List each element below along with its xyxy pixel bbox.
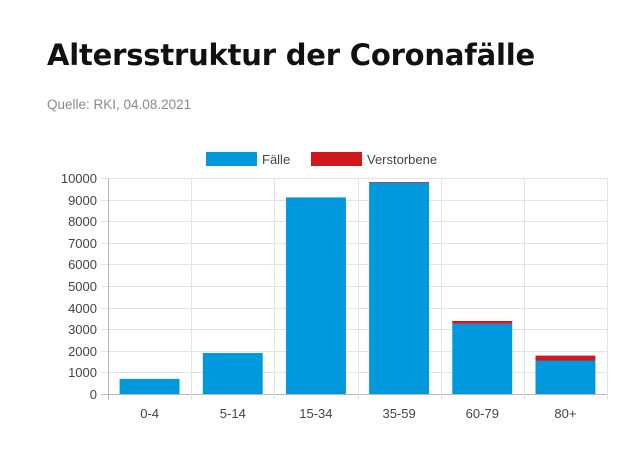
bar-verstorbene-80+[interactable] xyxy=(535,355,596,361)
grid-lines xyxy=(101,178,608,400)
bar-faelle-5-14[interactable] xyxy=(202,353,263,394)
y-tick-label: 8000 xyxy=(68,214,97,229)
chart-title: Altersstruktur der Coronafälle xyxy=(47,38,535,72)
bars xyxy=(119,182,596,395)
bar-faelle-35-59[interactable] xyxy=(369,182,429,394)
bar-faelle-0-4[interactable] xyxy=(119,378,180,394)
bar-verstorbene-60-79[interactable] xyxy=(452,321,513,324)
y-tick-label: 1000 xyxy=(68,365,97,380)
x-tick-label: 35-59 xyxy=(382,406,415,421)
y-tick-label: 5000 xyxy=(68,279,97,294)
y-tick-label: 4000 xyxy=(68,301,97,316)
x-tick-label: 5-14 xyxy=(220,406,246,421)
y-tick-label: 6000 xyxy=(68,257,97,272)
x-tick-label: 0-4 xyxy=(140,406,159,421)
x-tick-label: 80+ xyxy=(554,406,576,421)
y-tick-label: 9000 xyxy=(68,193,97,208)
bar-faelle-60-79[interactable] xyxy=(452,323,513,394)
legend-swatch-faelle[interactable] xyxy=(206,152,257,166)
axes: 0 1000 2000 3000 4000 5000 6000 7000 8000 9000 100… xyxy=(61,171,577,421)
bar-verstorbene-35-59[interactable] xyxy=(369,182,429,183)
bar-faelle-15-34[interactable] xyxy=(286,197,346,394)
y-tick-label: 10000 xyxy=(61,171,97,186)
y-tick-label: 7000 xyxy=(68,236,97,251)
x-tick-label: 60-79 xyxy=(466,406,499,421)
bar-faelle-80+[interactable] xyxy=(535,360,596,395)
legend: Fälle Verstorbene xyxy=(206,152,437,167)
source-note: Quelle: RKI, 04.08.2021 xyxy=(47,97,192,112)
y-tick-label: 0 xyxy=(90,387,97,402)
legend-label-verstorbene: Verstorbene xyxy=(367,152,437,167)
x-tick-label: 15-34 xyxy=(299,406,332,421)
legend-label-faelle: Fälle xyxy=(262,152,290,167)
y-tick-label: 2000 xyxy=(68,344,97,359)
y-tick-label: 3000 xyxy=(68,322,97,337)
legend-swatch-verstorbene[interactable] xyxy=(311,152,362,166)
